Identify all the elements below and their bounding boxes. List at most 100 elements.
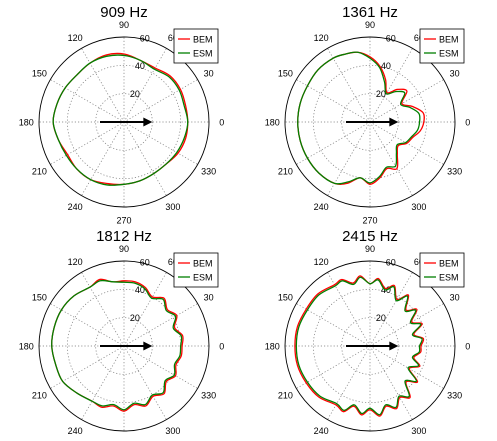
angle-gridline: [296, 121, 371, 165]
polar-frame: [38, 36, 210, 208]
radius-tick-label: 40: [135, 61, 145, 71]
polar-chart-1: 909 Hz 0 30 60 90 120 150 180 210 240 270 300 330 20 4…: [19, 4, 225, 225]
direction-arrow-head: [143, 117, 153, 127]
radius-tick-label: 20: [376, 89, 386, 99]
legend: BEM ESM: [173, 28, 219, 64]
angle-tick-label: 330: [201, 390, 216, 400]
direction-arrow-head: [143, 341, 153, 351]
angle-tick-label: 90: [365, 20, 375, 30]
angle-tick-label: 0: [219, 342, 224, 352]
angle-gridline: [296, 345, 371, 389]
angle-gridline: [369, 121, 413, 196]
angle-tick-label: 0: [219, 118, 224, 128]
angle-tick-label: 30: [450, 69, 460, 79]
angle-tick-label: 30: [204, 69, 214, 79]
legend-label-esm: ESM: [439, 273, 459, 283]
angle-tick-label: 60: [414, 257, 424, 267]
legend-label-bem: BEM: [439, 259, 459, 269]
angle-gridline: [50, 121, 125, 165]
polar-chart-2: 1361 Hz 0 30 60 90 120 150 180 210 240 270 300 330 20…: [265, 4, 471, 225]
angle-gridline: [327, 345, 371, 420]
angle-tick-label: 120: [314, 33, 329, 43]
angle-gridline: [369, 272, 413, 347]
radius-tick-label: 60: [140, 257, 150, 267]
angle-tick-label: 210: [278, 390, 293, 400]
series-esm-line: [295, 276, 423, 416]
angle-tick-label: 0: [465, 342, 470, 352]
angle-gridline: [369, 48, 413, 123]
series-esm-line: [297, 51, 421, 185]
angle-gridline: [81, 121, 125, 196]
angle-gridline: [123, 345, 198, 389]
radius-tick-label: 20: [130, 313, 140, 323]
angle-tick-label: 120: [68, 257, 83, 267]
angle-tick-label: 270: [362, 439, 377, 441]
radius-tick-label: 40: [135, 285, 145, 295]
radius-gridline: [66, 64, 182, 180]
series-esm-line: [51, 279, 183, 411]
angle-gridline: [81, 345, 125, 420]
angle-tick-label: 210: [32, 390, 47, 400]
angle-tick-label: 150: [32, 293, 47, 303]
angle-tick-label: 240: [314, 202, 329, 212]
angle-gridline: [123, 272, 167, 347]
angle-gridline: [50, 303, 125, 347]
angle-tick-label: 0: [465, 118, 470, 128]
chart-title: 2415 Hz: [342, 228, 398, 245]
angle-gridline: [369, 303, 444, 347]
angle-gridline: [123, 345, 167, 420]
angle-gridline: [81, 48, 125, 123]
angle-tick-label: 120: [68, 33, 83, 43]
legend-box: [419, 28, 465, 64]
radius-tick-label: 60: [386, 257, 396, 267]
angle-gridline: [369, 79, 444, 123]
angle-gridline: [123, 79, 198, 123]
angle-tick-label: 60: [168, 257, 178, 267]
direction-arrow-head: [389, 117, 399, 127]
polar-frame: [284, 36, 456, 208]
angle-gridline: [327, 121, 371, 196]
angle-gridline: [123, 48, 167, 123]
angle-tick-label: 210: [32, 166, 47, 176]
angle-tick-label: 90: [119, 20, 129, 30]
angle-gridline: [123, 303, 198, 347]
series-esm-line: [52, 54, 189, 186]
angle-gridline: [327, 48, 371, 123]
legend-box: [419, 252, 465, 288]
legend-label-esm: ESM: [193, 49, 213, 59]
angle-tick-label: 150: [32, 69, 47, 79]
angle-tick-label: 300: [411, 426, 426, 436]
angle-gridline: [50, 79, 125, 123]
angle-tick-label: 240: [314, 426, 329, 436]
radius-gridline: [312, 64, 428, 180]
angle-gridline: [369, 345, 444, 389]
angle-gridline: [123, 121, 198, 165]
radius-tick-label: 60: [140, 33, 150, 43]
chart-title: 1812 Hz: [96, 228, 152, 245]
angle-tick-label: 90: [119, 244, 129, 254]
angle-tick-label: 180: [19, 342, 34, 352]
angle-tick-label: 300: [165, 202, 180, 212]
polar-frame: [38, 260, 210, 432]
legend-label-bem: BEM: [193, 259, 213, 269]
radius-tick-label: 20: [376, 313, 386, 323]
angle-tick-label: 150: [278, 69, 293, 79]
angle-tick-label: 210: [278, 166, 293, 176]
angle-tick-label: 270: [362, 215, 377, 225]
angle-tick-label: 180: [265, 118, 280, 128]
angle-tick-label: 270: [116, 215, 131, 225]
radius-tick-label: 60: [386, 33, 396, 43]
angle-gridline: [296, 79, 371, 123]
angle-gridline: [296, 303, 371, 347]
legend-label-esm: ESM: [193, 273, 213, 283]
angle-tick-label: 180: [265, 342, 280, 352]
radius-tick-label: 40: [381, 61, 391, 71]
angle-tick-label: 330: [447, 166, 462, 176]
angle-tick-label: 300: [411, 202, 426, 212]
angle-tick-label: 30: [450, 293, 460, 303]
angle-tick-label: 330: [447, 390, 462, 400]
angle-tick-label: 60: [414, 33, 424, 43]
polar-chart-3: 1812 Hz 0 30 60 90 120 150 180 210 240 270 300 330 20…: [19, 228, 225, 441]
angle-tick-label: 240: [68, 202, 83, 212]
